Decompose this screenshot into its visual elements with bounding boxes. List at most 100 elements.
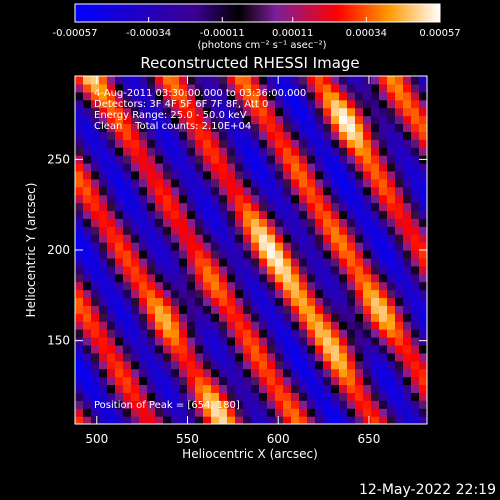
heatmap-cell bbox=[315, 76, 324, 85]
heatmap-cell bbox=[195, 384, 204, 393]
heatmap-cell bbox=[107, 289, 116, 299]
heatmap-cell bbox=[187, 384, 196, 393]
heatmap-cell bbox=[155, 99, 164, 109]
heatmap-cell bbox=[395, 155, 404, 164]
heatmap-cell bbox=[291, 352, 300, 362]
heatmap-cell bbox=[315, 273, 324, 283]
heatmap-cell bbox=[387, 257, 396, 267]
heatmap-cell bbox=[219, 186, 228, 196]
heatmap-cell bbox=[83, 186, 92, 196]
heatmap-cell bbox=[267, 170, 276, 180]
heatmap-cell bbox=[203, 170, 212, 180]
heatmap-cell bbox=[91, 226, 100, 235]
heatmap-cell bbox=[315, 313, 324, 322]
heatmap-cell bbox=[315, 155, 324, 164]
heatmap-cell bbox=[235, 360, 244, 370]
heatmap-cell bbox=[395, 297, 404, 306]
heatmap-cell bbox=[251, 218, 260, 227]
heatmap-cell bbox=[259, 321, 268, 330]
heatmap-cell bbox=[355, 242, 364, 251]
heatmap-cell bbox=[155, 408, 164, 417]
heatmap-cell bbox=[419, 186, 427, 196]
heatmap-cell bbox=[227, 218, 236, 227]
heatmap-cell bbox=[139, 226, 148, 235]
heatmap-cell bbox=[395, 344, 404, 354]
heatmap-cell bbox=[259, 313, 268, 322]
heatmap-cell bbox=[243, 218, 252, 227]
heatmap-cell bbox=[99, 344, 108, 354]
heatmap-cell bbox=[395, 210, 404, 219]
heatmap-cell bbox=[75, 99, 84, 109]
heatmap-cell bbox=[131, 123, 140, 132]
heatmap-cell bbox=[179, 360, 188, 370]
heatmap-cell bbox=[123, 155, 132, 164]
heatmap-cell bbox=[235, 99, 244, 109]
heatmap-cell bbox=[283, 226, 292, 235]
heatmap-cell bbox=[331, 115, 340, 125]
heatmap-cell bbox=[339, 305, 348, 314]
heatmap-cell bbox=[371, 76, 380, 85]
heatmap-cell bbox=[323, 76, 332, 85]
heatmap-cell bbox=[363, 250, 372, 259]
heatmap-cells bbox=[75, 76, 427, 424]
heatmap-cell bbox=[403, 91, 412, 101]
heatmap-cell bbox=[411, 210, 420, 219]
heatmap-cell bbox=[419, 297, 427, 306]
heatmap-cell bbox=[75, 384, 84, 393]
heatmap-cell bbox=[83, 265, 92, 275]
heatmap-cell bbox=[219, 257, 228, 267]
heatmap-cell bbox=[307, 178, 316, 188]
heatmap-cell bbox=[307, 344, 316, 354]
heatmap-cell bbox=[419, 352, 427, 362]
heatmap-cell bbox=[283, 360, 292, 370]
heatmap-cell bbox=[419, 408, 427, 417]
heatmap-cell bbox=[251, 352, 260, 362]
annotation-clean-counts: Clean Total counts: 2.10E+04 bbox=[94, 121, 251, 132]
heatmap-cell bbox=[235, 194, 244, 204]
heatmap-cell bbox=[195, 210, 204, 219]
heatmap-cell bbox=[91, 297, 100, 306]
heatmap-cell bbox=[283, 400, 292, 409]
heatmap-cell bbox=[75, 210, 84, 219]
heatmap-cell bbox=[307, 305, 316, 314]
heatmap-cell bbox=[251, 163, 260, 172]
heatmap-cell bbox=[291, 226, 300, 235]
heatmap-cell bbox=[99, 250, 108, 259]
heatmap-cell bbox=[339, 202, 348, 212]
heatmap-cell bbox=[347, 305, 356, 314]
heatmap-cell bbox=[379, 83, 388, 93]
heatmap-cell bbox=[91, 178, 100, 188]
heatmap-cell bbox=[163, 297, 172, 306]
heatmap-cell bbox=[99, 368, 108, 378]
heatmap-cell bbox=[179, 337, 188, 346]
heatmap-cell bbox=[339, 257, 348, 267]
heatmap-cell bbox=[163, 210, 172, 219]
heatmap-cell bbox=[403, 210, 412, 219]
heatmap-cell bbox=[283, 297, 292, 306]
heatmap-cell bbox=[275, 178, 284, 188]
heatmap-cell bbox=[147, 273, 156, 283]
heatmap-cell bbox=[115, 194, 124, 204]
heatmap-cell bbox=[99, 226, 108, 235]
heatmap-cell bbox=[107, 250, 116, 259]
heatmap-cell bbox=[315, 408, 324, 417]
heatmap-cell bbox=[291, 218, 300, 227]
heatmap-cell bbox=[403, 131, 412, 140]
heatmap-cell bbox=[123, 289, 132, 299]
heatmap-cell bbox=[259, 250, 268, 259]
heatmap-cell bbox=[419, 210, 427, 219]
heatmap-cell bbox=[299, 147, 308, 156]
heatmap-cell bbox=[379, 257, 388, 267]
heatmap-cell bbox=[187, 99, 196, 109]
heatmap-cell bbox=[307, 155, 316, 164]
heatmap-cell bbox=[251, 273, 260, 283]
heatmap-cell bbox=[291, 400, 300, 409]
heatmap-cell bbox=[83, 250, 92, 259]
heatmap-cell bbox=[155, 392, 164, 401]
heatmap-cell bbox=[115, 91, 124, 101]
heatmap-cell bbox=[339, 384, 348, 393]
heatmap-cell bbox=[291, 91, 300, 101]
heatmap-cell bbox=[211, 234, 220, 243]
heatmap-cell bbox=[347, 257, 356, 267]
heatmap-cell bbox=[323, 352, 332, 362]
